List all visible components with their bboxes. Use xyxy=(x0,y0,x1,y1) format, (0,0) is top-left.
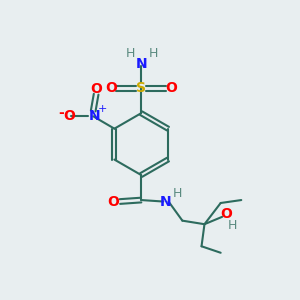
Text: O: O xyxy=(105,81,117,95)
Text: H: H xyxy=(228,219,237,232)
Text: +: + xyxy=(98,104,107,114)
Text: O: O xyxy=(220,208,232,221)
Text: -: - xyxy=(58,106,64,120)
Text: H: H xyxy=(149,47,158,60)
Text: O: O xyxy=(166,81,177,95)
Text: H: H xyxy=(125,47,135,60)
Text: O: O xyxy=(108,194,119,208)
Text: O: O xyxy=(90,82,102,96)
Text: H: H xyxy=(173,187,182,200)
Text: N: N xyxy=(89,109,100,123)
Text: N: N xyxy=(135,57,147,71)
Text: N: N xyxy=(160,194,171,208)
Text: O: O xyxy=(63,109,75,123)
Text: S: S xyxy=(136,81,146,95)
